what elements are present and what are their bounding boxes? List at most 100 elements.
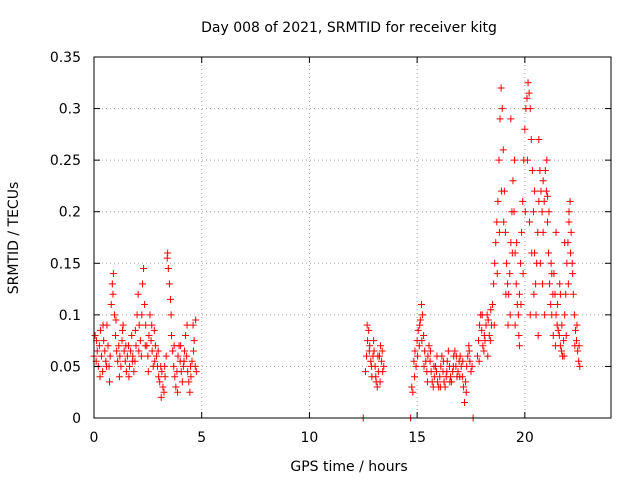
data-point xyxy=(192,316,200,324)
data-point xyxy=(513,239,521,247)
data-point xyxy=(364,337,372,345)
data-point xyxy=(568,259,576,267)
data-point xyxy=(190,347,198,355)
data-point xyxy=(138,280,146,288)
data-point xyxy=(112,331,120,339)
data-point xyxy=(495,228,503,236)
data-point xyxy=(412,362,420,370)
data-point xyxy=(492,239,500,247)
data-point xyxy=(168,331,176,339)
data-point xyxy=(372,373,380,381)
x-tick-labels: 0 5 10 15 20 xyxy=(90,430,534,446)
data-point xyxy=(493,270,501,278)
data-point xyxy=(128,331,136,339)
data-point xyxy=(539,177,547,185)
data-point xyxy=(561,239,569,247)
data-point xyxy=(115,373,123,381)
plot-frame xyxy=(93,56,612,419)
data-point xyxy=(184,368,192,376)
data-point xyxy=(567,228,575,236)
data-point xyxy=(509,177,517,185)
data-point xyxy=(419,311,427,319)
data-point xyxy=(378,347,386,355)
data-point xyxy=(503,259,511,267)
data-point xyxy=(517,301,525,309)
data-point xyxy=(160,388,168,396)
data-point xyxy=(484,316,492,324)
data-point xyxy=(122,368,130,376)
data-point xyxy=(379,368,387,376)
data-point xyxy=(511,321,519,329)
x-tick-label: 15 xyxy=(408,430,426,446)
data-point xyxy=(498,187,506,195)
data-point xyxy=(454,368,462,376)
data-point xyxy=(418,337,426,345)
data-point xyxy=(187,362,195,370)
chart-title: Day 008 of 2021, SRMTID for receiver kit… xyxy=(201,20,497,36)
data-point xyxy=(534,331,542,339)
y-tick-label: 0.35 xyxy=(50,50,81,66)
data-point xyxy=(539,228,547,236)
data-point xyxy=(570,311,578,319)
data-point xyxy=(526,105,534,113)
data-point xyxy=(436,383,444,391)
data-point xyxy=(504,321,512,329)
x-tick-label: 10 xyxy=(301,430,319,446)
data-point xyxy=(517,259,525,267)
data-point xyxy=(545,249,553,257)
data-point xyxy=(414,352,422,360)
data-point xyxy=(145,331,153,339)
data-point xyxy=(558,321,566,329)
data-point xyxy=(510,208,518,216)
y-tick-label: 0.2 xyxy=(59,205,81,221)
data-point xyxy=(538,208,546,216)
data-point xyxy=(548,270,556,278)
data-point xyxy=(574,347,582,355)
data-point xyxy=(141,301,149,309)
data-point xyxy=(545,208,553,216)
x-axis-label: GPS time / hours xyxy=(290,459,407,475)
data-point xyxy=(451,347,459,355)
data-point xyxy=(365,347,373,355)
data-point xyxy=(152,352,160,360)
data-point xyxy=(565,208,573,216)
data-point xyxy=(91,331,99,339)
data-point xyxy=(178,378,186,386)
data-point xyxy=(515,331,523,339)
data-point xyxy=(562,331,570,339)
data-point xyxy=(540,197,548,205)
data-point xyxy=(164,249,172,257)
data-point xyxy=(180,357,188,365)
data-point xyxy=(380,362,388,370)
data-point xyxy=(177,368,185,376)
data-point xyxy=(109,270,117,278)
data-point xyxy=(449,362,457,370)
y-tick-label: 0.3 xyxy=(59,102,81,118)
data-point xyxy=(529,208,537,216)
data-point xyxy=(116,352,124,360)
data-point xyxy=(560,352,568,360)
data-point xyxy=(523,156,531,164)
data-point xyxy=(462,388,470,396)
data-point xyxy=(573,337,581,345)
data-point xyxy=(480,347,488,355)
axis-ticks xyxy=(93,56,611,419)
y-tick-label: 0.15 xyxy=(50,256,81,272)
data-point xyxy=(416,321,424,329)
data-point xyxy=(414,326,422,334)
data-point xyxy=(501,228,509,236)
data-point xyxy=(491,259,499,267)
data-point xyxy=(106,378,114,386)
data-point xyxy=(363,352,371,360)
data-point xyxy=(110,311,118,319)
data-point xyxy=(104,342,112,350)
data-point xyxy=(466,357,474,365)
data-point xyxy=(373,383,381,391)
data-point xyxy=(180,347,188,355)
data-point xyxy=(575,357,583,365)
data-point xyxy=(172,383,180,391)
data-point xyxy=(147,337,155,345)
data-point xyxy=(117,362,125,370)
data-point xyxy=(532,280,540,288)
data-point xyxy=(536,259,544,267)
